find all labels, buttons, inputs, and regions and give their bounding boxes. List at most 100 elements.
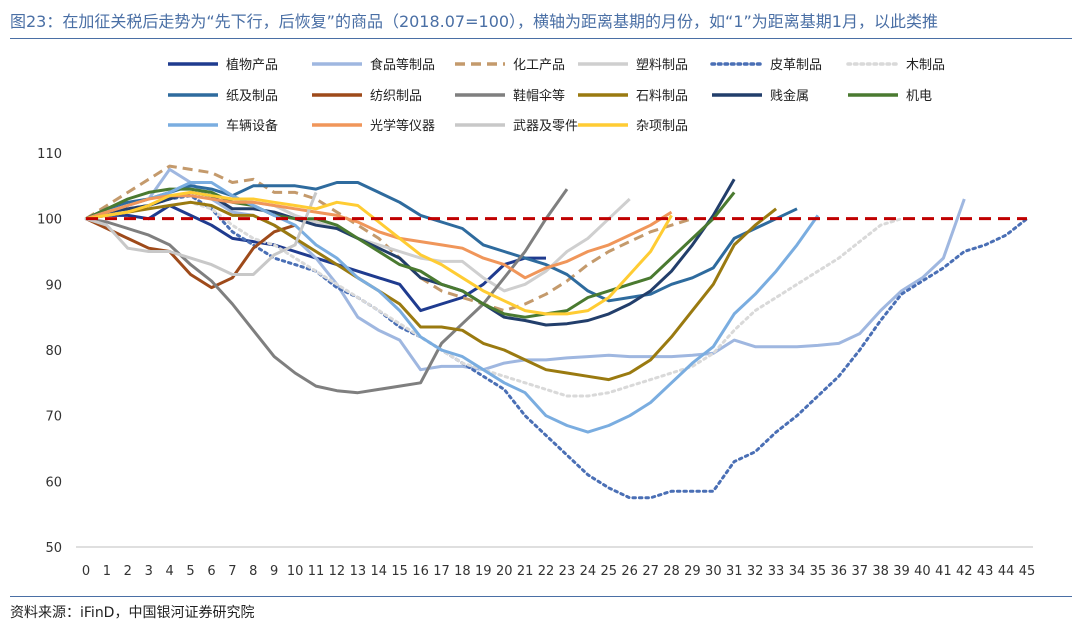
x-tick-label: 28 xyxy=(663,564,680,579)
x-tick-label: 22 xyxy=(538,564,555,579)
x-tick-label: 41 xyxy=(935,564,952,579)
legend-item: 纸及制品 xyxy=(168,89,278,104)
x-tick-label: 26 xyxy=(621,564,638,579)
y-tick-label: 110 xyxy=(37,147,62,162)
title-divider xyxy=(10,38,1072,39)
series-line xyxy=(85,191,318,276)
x-tick-label: 8 xyxy=(249,564,257,579)
legend-item: 光学等仪器 xyxy=(312,118,435,134)
series-line xyxy=(85,178,736,327)
x-tick-label: 43 xyxy=(977,564,994,579)
x-tick-label: 5 xyxy=(186,564,194,579)
x-tick-label: 1 xyxy=(103,564,111,579)
x-tick-label: 13 xyxy=(350,564,367,579)
legend-item: 鞋帽伞等 xyxy=(455,88,565,104)
legend-label: 石料制品 xyxy=(636,89,688,104)
legend-label: 木制品 xyxy=(906,58,945,73)
x-tick-label: 29 xyxy=(684,564,701,579)
x-tick-label: 36 xyxy=(831,564,848,579)
series-line xyxy=(85,217,296,290)
series-line xyxy=(85,181,820,434)
x-tick-label: 30 xyxy=(705,564,722,579)
series-line xyxy=(85,200,778,382)
legend-item: 纺织制品 xyxy=(312,89,422,104)
x-tick-label: 24 xyxy=(580,564,597,579)
x-tick-label: 7 xyxy=(228,564,236,579)
x-tick-label: 38 xyxy=(872,564,889,579)
x-tick-label: 42 xyxy=(956,564,973,579)
x-tick-label: 21 xyxy=(517,564,534,579)
x-tick-label: 19 xyxy=(475,564,492,579)
y-tick-label: 100 xyxy=(37,213,62,228)
series-line xyxy=(85,188,569,395)
y-tick-label: 50 xyxy=(45,541,62,556)
legend-item: 植物产品 xyxy=(168,58,278,73)
legend-label: 塑料制品 xyxy=(636,58,688,73)
y-tick-label: 60 xyxy=(45,475,62,490)
legend-item: 皮革制品 xyxy=(710,58,822,73)
series-line xyxy=(84,200,903,398)
series-line xyxy=(84,194,1029,500)
legend-label: 贱金属 xyxy=(770,88,809,104)
legend-item: 塑料制品 xyxy=(578,58,688,73)
legend-item: 食品等制品 xyxy=(312,57,435,73)
legend-item: 贱金属 xyxy=(712,88,809,104)
x-tick-label: 6 xyxy=(207,564,215,579)
x-tick-label: 16 xyxy=(412,564,429,579)
x-tick-label: 35 xyxy=(810,564,827,579)
x-tick-label: 39 xyxy=(893,564,910,579)
x-tick-label: 23 xyxy=(559,564,576,579)
footer-divider xyxy=(10,596,1072,597)
y-tick-label: 90 xyxy=(45,278,62,293)
x-tick-label: 34 xyxy=(789,564,806,579)
plot-area xyxy=(84,164,1029,500)
legend-item: 化工产品 xyxy=(455,58,565,73)
x-tick-label: 11 xyxy=(308,564,325,579)
legend-label: 车辆设备 xyxy=(226,118,278,134)
x-tick-label: 33 xyxy=(768,564,785,579)
legend-label: 杂项制品 xyxy=(636,119,688,134)
x-tick-label: 10 xyxy=(287,564,304,579)
legend-label: 化工产品 xyxy=(513,58,565,73)
series-line xyxy=(85,181,798,303)
x-tick-label: 3 xyxy=(145,564,153,579)
legend-label: 光学等仪器 xyxy=(370,118,435,134)
x-tick-label: 31 xyxy=(726,564,743,579)
x-tick-label: 9 xyxy=(270,564,278,579)
x-tick-label: 45 xyxy=(1019,564,1036,579)
x-tick-label: 4 xyxy=(166,564,174,579)
legend-label: 鞋帽伞等 xyxy=(513,88,565,104)
legend-label: 武器及零件 xyxy=(513,119,578,134)
legend-item: 武器及零件 xyxy=(455,119,578,134)
legend-label: 纸及制品 xyxy=(226,89,278,104)
x-tick-label: 27 xyxy=(642,564,659,579)
x-tick-label: 40 xyxy=(914,564,931,579)
source-note: 资料来源：iFinD，中国银河证券研究院 xyxy=(10,605,255,621)
legend-item: 车辆设备 xyxy=(168,118,278,134)
x-tick-label: 37 xyxy=(851,564,868,579)
legend-label: 食品等制品 xyxy=(370,57,435,73)
legend-item: 杂项制品 xyxy=(578,119,688,134)
chart-title: 图23：在加征关税后走势为“先下行，后恢复”的商品（2018.07=100），横… xyxy=(10,12,938,31)
x-tick-label: 2 xyxy=(124,564,132,579)
y-tick-label: 80 xyxy=(45,344,62,359)
x-tick-label: 20 xyxy=(496,564,513,579)
legend-label: 植物产品 xyxy=(226,58,278,73)
legend-item: 机电 xyxy=(848,89,932,104)
legend-label: 机电 xyxy=(906,89,932,104)
x-tick-label: 17 xyxy=(433,564,450,579)
x-tick-label: 25 xyxy=(601,564,618,579)
legend-label: 纺织制品 xyxy=(370,89,422,104)
x-tick-label: 0 xyxy=(82,564,90,579)
series-line xyxy=(85,190,673,316)
x-tick-label: 14 xyxy=(370,564,387,579)
y-tick-label: 70 xyxy=(45,410,62,425)
x-tick-label: 44 xyxy=(998,564,1015,579)
x-tick-label: 18 xyxy=(454,564,471,579)
series-line xyxy=(85,187,736,319)
x-tick-label: 12 xyxy=(329,564,346,579)
legend-item: 木制品 xyxy=(846,58,945,73)
